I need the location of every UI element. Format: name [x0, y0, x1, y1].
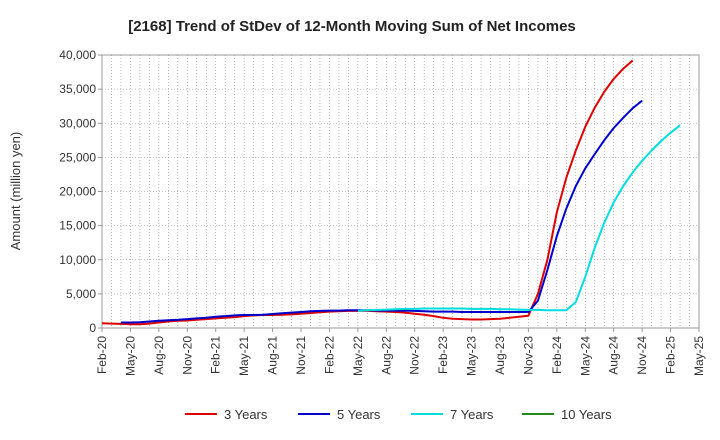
y-axis-label: Amount (million yen) — [8, 132, 23, 251]
y-tick-label: 10,000 — [59, 253, 96, 267]
y-tick-label: 20,000 — [59, 185, 96, 199]
x-tick-label: May-25 — [692, 336, 706, 376]
y-tick-label: 40,000 — [59, 48, 96, 62]
x-tick-label: Aug-22 — [379, 336, 393, 375]
x-tick-label: Nov-22 — [408, 336, 422, 375]
x-tick-label: Feb-20 — [95, 336, 109, 374]
legend-label: 3 Years — [224, 407, 268, 422]
x-tick-label: May-22 — [351, 336, 365, 376]
x-tick-label: Feb-25 — [664, 336, 678, 374]
y-tick-label: 30,000 — [59, 116, 96, 130]
y-tick-label: 35,000 — [59, 82, 96, 96]
series-line-7-years — [357, 124, 681, 312]
x-tick-label: Aug-23 — [493, 336, 507, 375]
legend-label: 10 Years — [561, 407, 612, 422]
legend-label: 5 Years — [337, 407, 381, 422]
x-tick-label: Nov-24 — [635, 336, 649, 375]
y-tick-label: 5,000 — [66, 287, 96, 301]
x-tick-label: Aug-24 — [607, 336, 621, 375]
y-tick-label: 25,000 — [59, 150, 96, 164]
chart-title: [2168] Trend of StDev of 12-Month Moving… — [128, 18, 576, 35]
grid — [102, 54, 699, 329]
x-tick-label: Feb-23 — [436, 336, 450, 374]
y-tick-label: 15,000 — [59, 219, 96, 233]
x-tick-label: May-24 — [578, 336, 592, 376]
y-axis: 0 5,000 10,000 15,000 20,000 25,000 30,000 35,0… — [59, 48, 102, 335]
x-tick-label: May-21 — [237, 336, 251, 376]
y-tick-label: 0 — [89, 321, 96, 335]
x-tick-label: Feb-22 — [322, 336, 336, 374]
series-lines — [101, 59, 681, 326]
x-tick-label: Nov-21 — [294, 336, 308, 375]
x-tick-label: Feb-24 — [550, 336, 564, 374]
x-tick-label: Nov-20 — [180, 336, 194, 375]
x-tick-label: Nov-23 — [521, 336, 535, 375]
legend: 3 Years 5 Years 7 Years 10 Years — [185, 407, 612, 422]
x-tick-label: Feb-21 — [209, 336, 223, 374]
x-tick-label: Aug-21 — [266, 336, 280, 375]
x-tick-label: May-20 — [123, 336, 137, 376]
x-tick-label: May-23 — [465, 336, 479, 376]
legend-label: 7 Years — [450, 407, 494, 422]
x-axis: Feb-20 May-20 Aug-20 Nov-20 Feb-21 May-21 Aug-… — [95, 328, 706, 376]
x-tick-label: Aug-20 — [152, 336, 166, 375]
